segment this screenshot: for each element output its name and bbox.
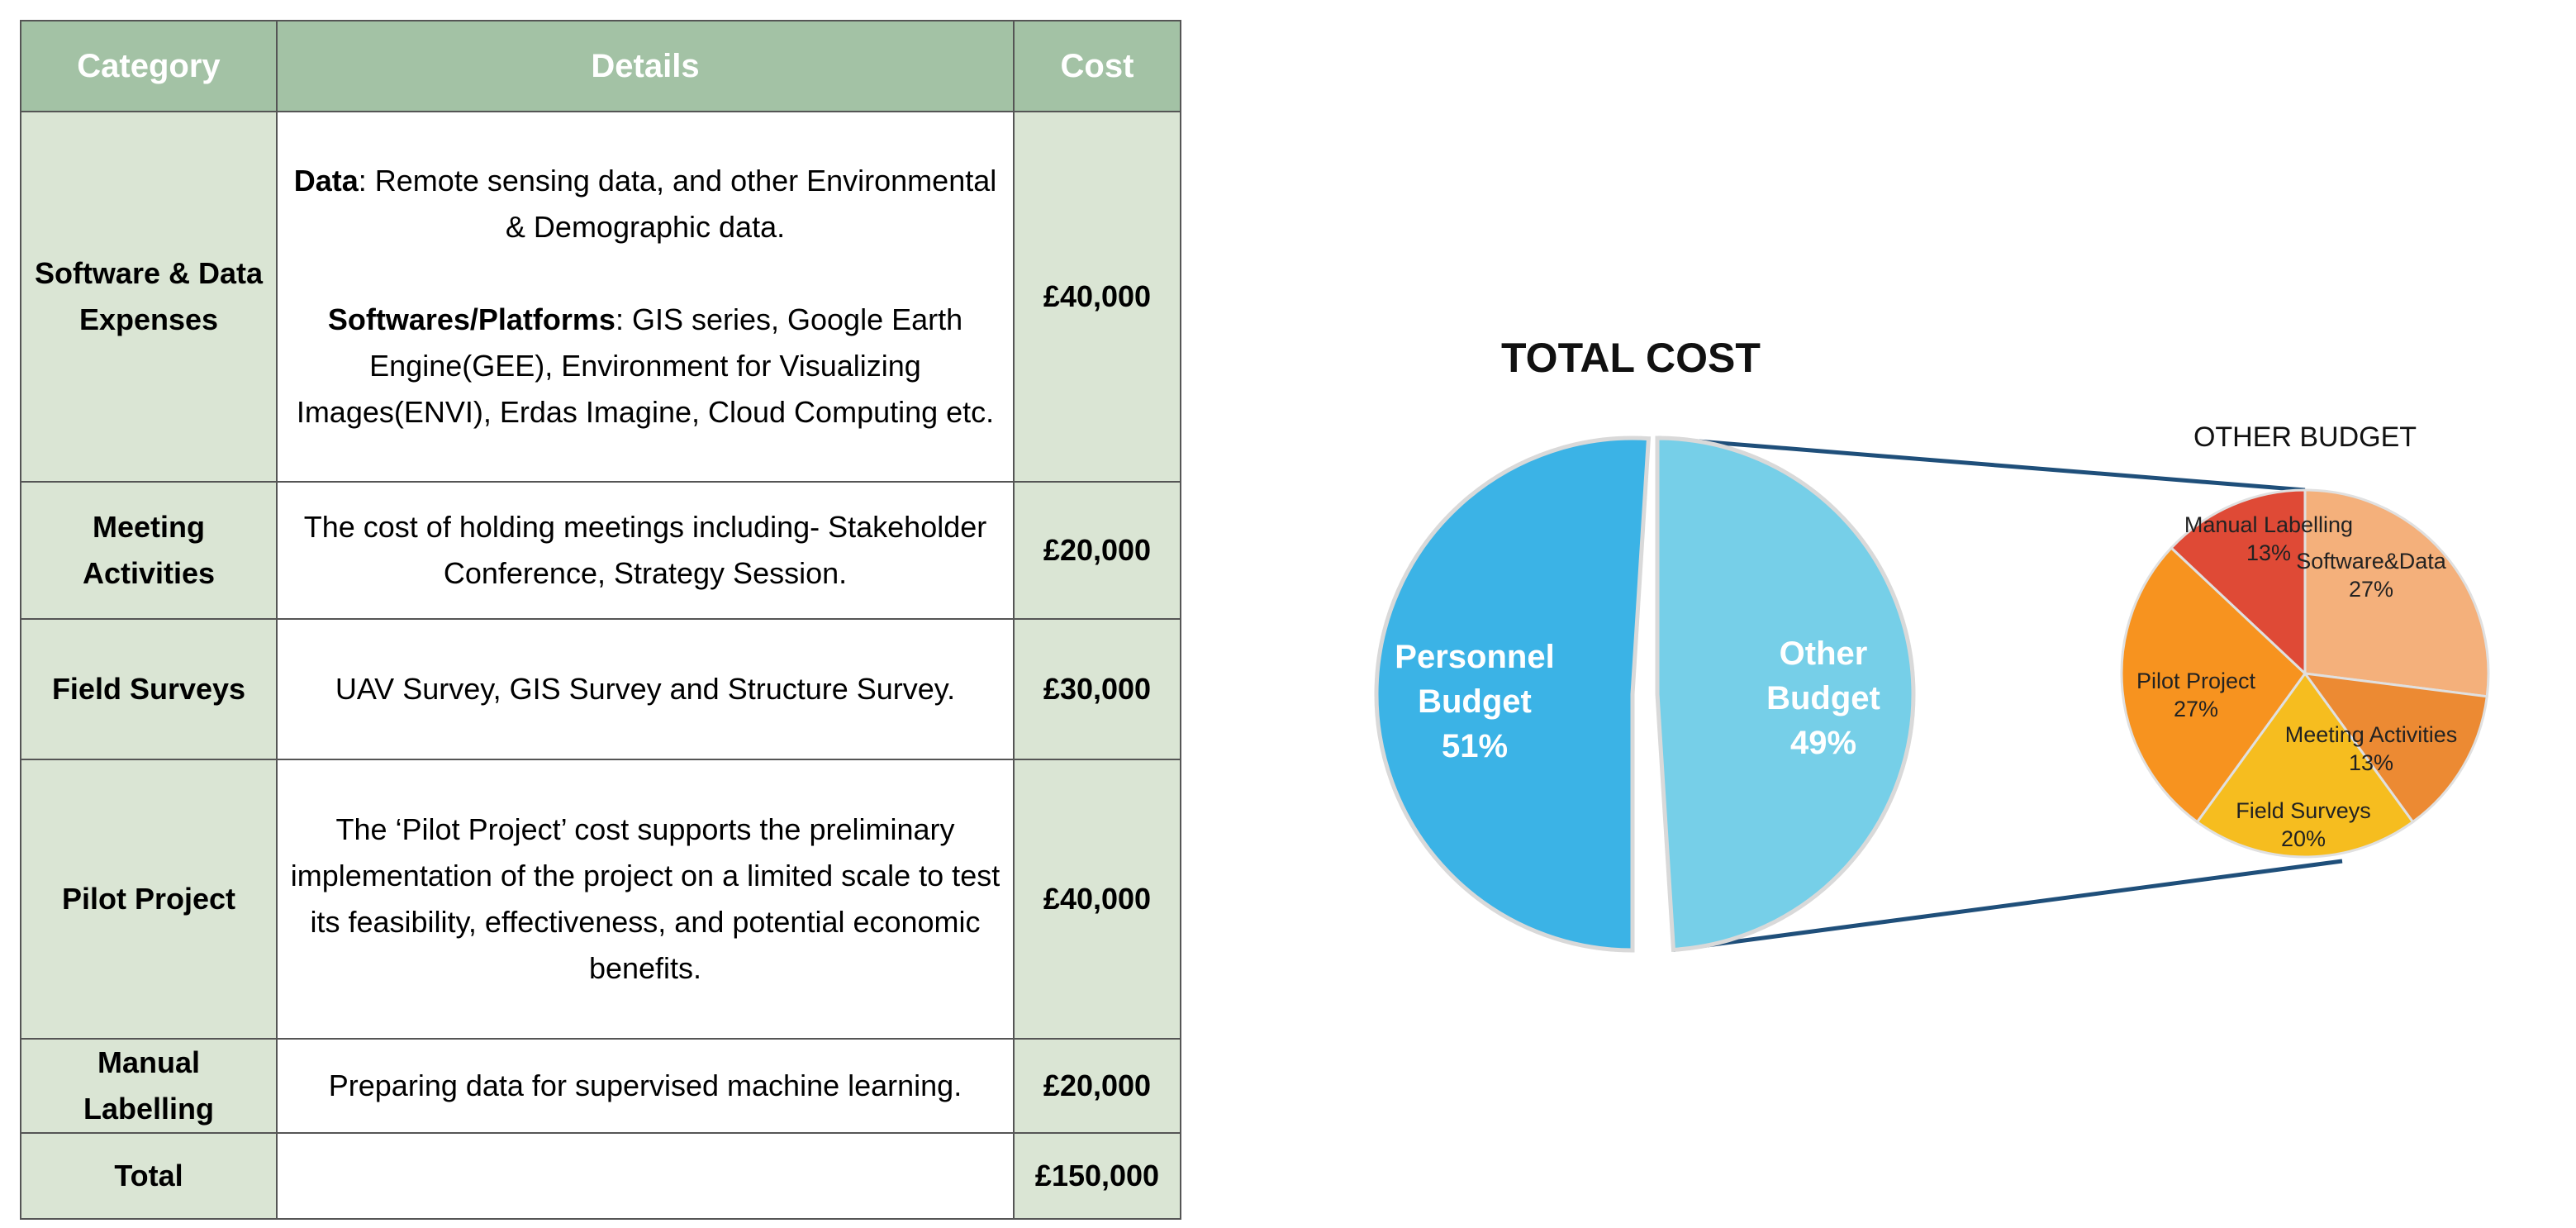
connector-line-top xyxy=(1656,436,2306,493)
sub-slice-label-manual-labelling: 13% xyxy=(2246,540,2291,565)
cost-table: Category Details Cost Software & Data Ex… xyxy=(20,20,1181,1220)
table-header-row: Category Details Cost xyxy=(20,20,1181,112)
row-details xyxy=(276,1132,1015,1220)
row-cost: £40,000 xyxy=(1013,111,1181,483)
pie-slice-other-budget xyxy=(1655,436,1916,953)
row-category: Meeting Activities xyxy=(20,481,278,620)
slice-label-personnel-budget: 51% xyxy=(1442,728,1508,764)
row-category: Field Surveys xyxy=(20,618,278,760)
details-paragraph: The ‘Pilot Project’ cost supports the pr… xyxy=(281,807,1010,992)
sub-slice-label-software-data: 27% xyxy=(2349,577,2393,602)
row-cost: £40,000 xyxy=(1013,759,1181,1040)
slice-label-personnel-budget: Budget xyxy=(1418,683,1532,720)
row-category: Software & Data Expenses xyxy=(20,111,278,483)
chart-title: TOTAL COST xyxy=(1501,335,1761,381)
slice-label-other-budget: Other xyxy=(1780,635,1868,672)
details-paragraph: Data: Remote sensing data, and other Env… xyxy=(281,158,1010,250)
details-text: The ‘Pilot Project’ cost supports the pr… xyxy=(290,812,1000,985)
table-row: Total £150,000 xyxy=(20,1132,1181,1220)
details-paragraph: Softwares/Platforms: GIS series, Google … xyxy=(281,297,1010,436)
sub-pie-slice-pilot-project xyxy=(2120,545,2307,824)
header-cost: Cost xyxy=(1013,20,1181,112)
details-text: UAV Survey, GIS Survey and Structure Sur… xyxy=(335,672,956,706)
slice-label-personnel-budget: Personnel xyxy=(1395,639,1554,675)
details-text: : GIS series, Google Earth Engine(GEE), … xyxy=(296,302,995,429)
sub-slice-label-manual-labelling: Manual Labelling xyxy=(2184,512,2353,537)
sub-pie-slice-manual-labelling xyxy=(2170,488,2307,677)
row-details: Preparing data for supervised machine le… xyxy=(276,1038,1015,1134)
row-category: Manual Labelling xyxy=(20,1038,278,1134)
sub-slice-label-field-surveys: 20% xyxy=(2281,826,2326,851)
table-row: Manual Labelling Preparing data for super… xyxy=(20,1038,1181,1134)
row-cost: £20,000 xyxy=(1013,481,1181,620)
table-row: Software & Data Expenses Data: Remote sen… xyxy=(20,111,1181,483)
header-category: Category xyxy=(20,20,278,112)
row-details: The ‘Pilot Project’ cost supports the pr… xyxy=(276,759,1015,1040)
details-text: The cost of holding meetings including- … xyxy=(303,510,987,590)
details-paragraph: The cost of holding meetings including- … xyxy=(281,504,1010,597)
header-details: Details xyxy=(276,20,1015,112)
details-paragraph: UAV Survey, GIS Survey and Structure Sur… xyxy=(281,666,1010,712)
sub-pie-slice-software-data xyxy=(2303,488,2490,698)
details-paragraph: Preparing data for supervised machine le… xyxy=(281,1063,1010,1109)
table-row: Field Surveys UAV Survey, GIS Survey and … xyxy=(20,618,1181,760)
row-details: UAV Survey, GIS Survey and Structure Sur… xyxy=(276,618,1015,760)
sub-slice-label-meeting-activities: Meeting Activities xyxy=(2285,722,2458,747)
pie-slice-personnel-budget xyxy=(1374,436,1652,953)
row-cost: £20,000 xyxy=(1013,1038,1181,1134)
row-details: Data: Remote sensing data, and other Env… xyxy=(276,111,1015,483)
details-term: Softwares/Platforms xyxy=(327,302,615,336)
row-category: Total xyxy=(20,1132,278,1220)
budget-pie-charts: Personnel Budget 51% Other Budget 49% TOTAL CO… xyxy=(1374,335,2490,953)
slice-label-other-budget: Budget xyxy=(1766,680,1880,716)
sub-slice-label-field-surveys: Field Surveys xyxy=(2236,798,2371,823)
row-category: Pilot Project xyxy=(20,759,278,1040)
table-row: Meeting Activities The cost of holding me… xyxy=(20,481,1181,620)
sub-chart-title: OTHER BUDGET xyxy=(2193,421,2417,453)
connector-line-bottom xyxy=(1673,859,2343,952)
details-term: Data xyxy=(293,164,359,198)
sub-slice-label-software-data: Software&Data xyxy=(2296,549,2447,574)
table-row: Pilot Project The ‘Pilot Project’ cost su… xyxy=(20,759,1181,1040)
details-text: Preparing data for supervised machine le… xyxy=(328,1069,962,1102)
row-details: The cost of holding meetings including- … xyxy=(276,481,1015,620)
details-text: : Remote sensing data, and other Environ… xyxy=(358,164,997,244)
slice-label-other-budget: 49% xyxy=(1790,725,1856,761)
row-cost: £150,000 xyxy=(1013,1132,1181,1220)
sub-slice-label-meeting-activities: 13% xyxy=(2349,750,2393,775)
paragraph-gap xyxy=(281,250,1010,297)
sub-pie-slice-field-surveys xyxy=(2195,671,2415,859)
sub-slice-label-pilot-project: Pilot Project xyxy=(2136,669,2256,693)
sub-pie-slice-meeting-activities xyxy=(2302,672,2488,824)
sub-slice-label-pilot-project: 27% xyxy=(2174,697,2218,721)
row-cost: £30,000 xyxy=(1013,618,1181,760)
